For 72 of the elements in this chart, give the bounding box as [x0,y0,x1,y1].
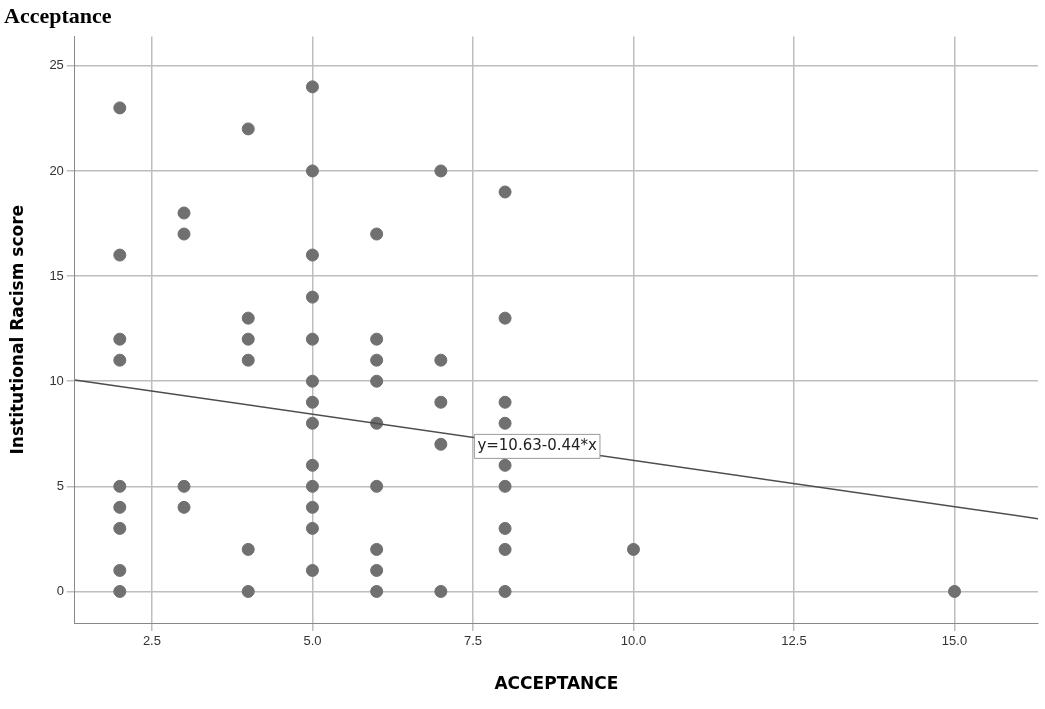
point [370,374,384,388]
point [241,584,255,598]
y-tick-label: 5 [56,477,64,493]
point [241,332,255,346]
point [177,500,191,514]
point [305,416,319,430]
point [370,584,384,598]
point [498,185,512,199]
point [305,164,319,178]
point [113,500,127,514]
point [498,311,512,325]
point [498,395,512,409]
point [305,500,319,514]
point [305,479,319,493]
point [305,521,319,535]
y-tick-label: 0 [56,583,64,599]
point [498,416,512,430]
x-tick-label: 7.5 [463,633,482,649]
point [434,584,448,598]
point [370,542,384,556]
point [498,458,512,472]
y-tick-label: 10 [49,372,64,388]
point [370,332,384,346]
x-tick-label: 2.5 [142,633,161,649]
point [370,479,384,493]
point [113,584,127,598]
point [113,101,127,115]
point [434,353,448,367]
point [241,353,255,367]
point [498,521,512,535]
y-tick-label: 15 [49,267,64,283]
point [177,479,191,493]
point [305,80,319,94]
x-tick-label: 12.5 [781,633,807,649]
point [498,584,512,598]
point [305,395,319,409]
point [305,563,319,577]
point [113,332,127,346]
point [305,290,319,304]
point [305,248,319,262]
x-tick-label: 15.0 [941,633,968,649]
point [370,563,384,577]
point [177,227,191,241]
point [434,437,448,451]
x-axis-title: ACCEPTANCE [494,673,619,694]
point [113,353,127,367]
point [241,311,255,325]
point [305,332,319,346]
point [305,374,319,388]
y-axis-title: Institutional Racism score [6,204,27,455]
point [434,395,448,409]
x-tick-label: 10.0 [620,633,647,649]
point [241,122,255,136]
y-tick-label: 20 [49,162,64,178]
point [113,521,127,535]
point [177,206,191,220]
point [113,248,127,262]
annotation: y=10.63-0.44*x [477,436,598,455]
point [434,164,448,178]
point [626,542,640,556]
point [113,563,127,577]
y-tick-label: 25 [49,57,64,73]
point [370,353,384,367]
point [241,542,255,556]
point [305,458,319,472]
point [113,479,127,493]
x-tick-label: 5.0 [303,633,322,649]
point [948,584,962,598]
point [498,479,512,493]
point [370,227,384,241]
chart-title: Acceptance [4,2,112,28]
point [498,542,512,556]
